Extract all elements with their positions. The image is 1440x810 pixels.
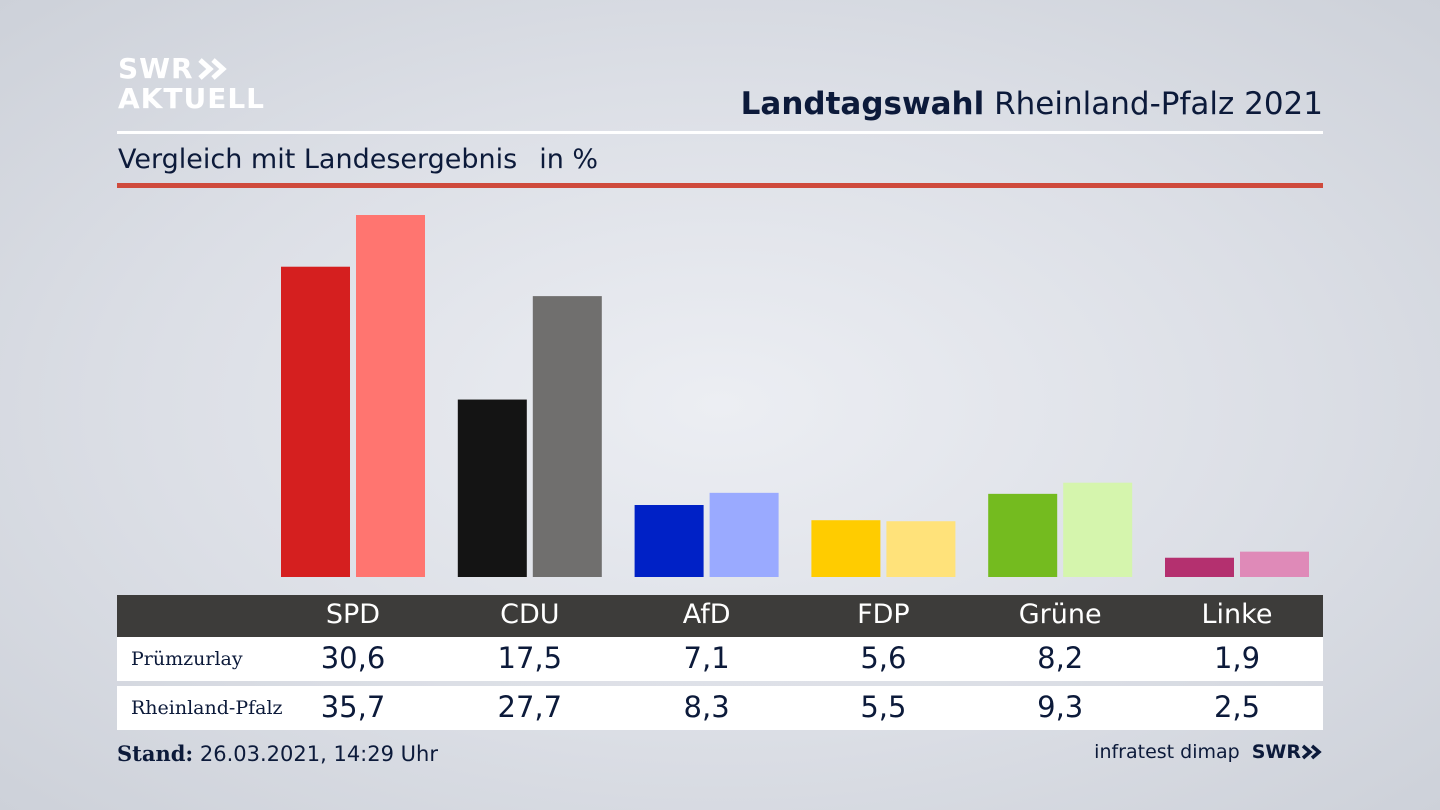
party-header-linke: Linke — [1201, 599, 1273, 630]
bar-grüne-local — [988, 493, 1058, 577]
bar-linke-state — [1240, 551, 1309, 577]
swr-aktuell-logo: SWR AKTUELL — [118, 54, 265, 114]
row-label-local: Prümzurlay — [131, 648, 243, 670]
value-afd-state: 8,3 — [683, 690, 730, 724]
bar-cdu-state — [532, 296, 602, 577]
party-header-cdu: CDU — [500, 599, 560, 630]
bar-spd-local — [281, 266, 350, 577]
bar-cdu-local — [457, 399, 527, 577]
value-fdp-local: 5,6 — [860, 641, 907, 675]
results-table: SPD CDU AfD FDP Grüne Linke Prümzurlay 30,6 17… — [117, 595, 1323, 730]
value-linke-state: 2,5 — [1213, 690, 1261, 724]
bar-fdp-local — [811, 520, 881, 577]
value-fdp-state: 5,5 — [860, 690, 907, 724]
double-chevron-icon — [197, 58, 227, 80]
bar-chart — [281, 215, 1309, 577]
party-header-fdp: FDP — [857, 599, 910, 630]
row-label-state: Rheinland-Pfalz — [131, 697, 283, 719]
stand-label: Stand: — [117, 741, 194, 766]
value-afd-local: 7,1 — [683, 641, 730, 675]
title-bold: Landtagswahl — [740, 86, 985, 122]
value-spd-state: 35,7 — [320, 690, 386, 724]
swr-brand-text: SWR — [1251, 741, 1301, 763]
bar-spd-state — [356, 215, 425, 577]
title-rest: Rheinland-Pfalz 2021 — [994, 86, 1323, 122]
party-header-afd: AfD — [682, 599, 731, 630]
stand-value: 26.03.2021, 14:29 Uhr — [199, 742, 438, 766]
source-credit: infratest dimap SWR — [1094, 741, 1323, 763]
double-chevron-icon — [1301, 744, 1322, 760]
accent-divider — [117, 183, 1323, 188]
logo-swr-text: SWR — [118, 52, 194, 85]
page-title: Landtagswahl Rheinland-Pfalz 2021 — [741, 86, 1323, 122]
party-header-grüne: Grüne — [1018, 599, 1102, 630]
value-grüne-local: 8,2 — [1037, 641, 1084, 675]
table-row: Rheinland-Pfalz 35,7 27,7 8,3 5,5 9,3 2,5 — [117, 686, 1323, 730]
value-linke-local: 1,9 — [1213, 641, 1261, 675]
bar-afd-local — [634, 505, 704, 577]
table-row: Prümzurlay 30,6 17,5 7,1 5,6 8,2 1,9 — [117, 637, 1323, 681]
value-cdu-local: 17,5 — [497, 641, 563, 675]
bar-fdp-state — [886, 521, 956, 577]
source-text: infratest dimap — [1094, 741, 1240, 763]
title-divider — [117, 131, 1323, 134]
unit-label: in % — [539, 144, 599, 175]
table-header-row: SPD CDU AfD FDP Grüne Linke — [117, 595, 1323, 637]
bar-linke-local — [1165, 557, 1234, 577]
swr-brand: SWR — [1252, 741, 1323, 763]
bar-afd-state — [709, 492, 779, 577]
party-header-spd: SPD — [325, 599, 381, 630]
timestamp: Stand: 26.03.2021, 14:29 Uhr — [117, 741, 438, 766]
bar-grüne-state — [1063, 482, 1133, 577]
chart-subtitle: Vergleich mit Landesergebnis in % — [118, 144, 598, 175]
logo-aktuell-text: AKTUELL — [118, 82, 266, 115]
value-spd-local: 30,6 — [320, 641, 386, 675]
subtitle-text: Vergleich mit Landesergebnis — [118, 144, 518, 175]
value-cdu-state: 27,7 — [497, 690, 563, 724]
value-grüne-state: 9,3 — [1037, 690, 1084, 724]
